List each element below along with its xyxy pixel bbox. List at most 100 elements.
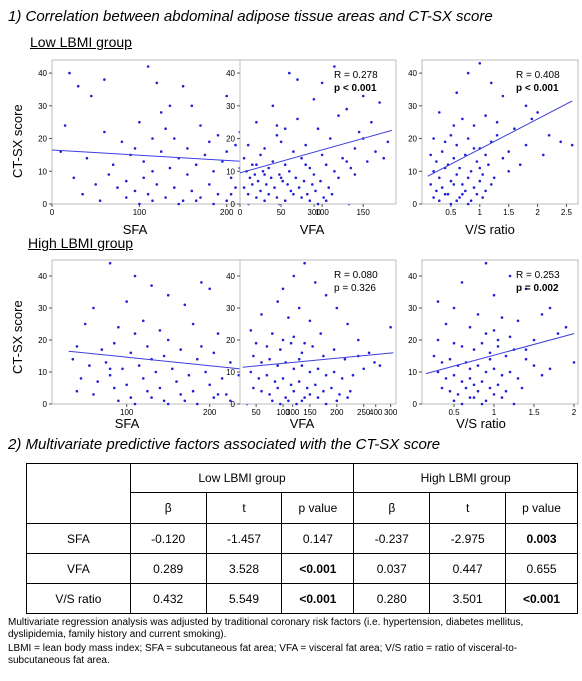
- data-point: [117, 399, 120, 403]
- data-point: [322, 354, 325, 358]
- data-point: [303, 341, 306, 345]
- data-point: [436, 338, 440, 342]
- data-point: [378, 364, 382, 367]
- data-point: [449, 202, 453, 206]
- data-point: [452, 341, 456, 345]
- data-point: [518, 163, 522, 166]
- table-cell: 0.147: [281, 523, 355, 554]
- data-point: [265, 183, 268, 186]
- data-point: [288, 71, 291, 75]
- data-point: [452, 124, 456, 127]
- data-point: [333, 65, 336, 68]
- data-point: [440, 186, 444, 189]
- section1-title: 1) Correlation between abdominal adipose…: [8, 8, 493, 25]
- x-tick-label: 300: [286, 408, 300, 417]
- data-point: [292, 192, 295, 196]
- data-point: [490, 183, 493, 186]
- data-point: [275, 196, 279, 199]
- data-point: [524, 287, 528, 291]
- data-point: [472, 186, 476, 189]
- data-point: [88, 364, 91, 367]
- y-tick-label: 20: [408, 135, 417, 144]
- data-point: [146, 345, 149, 348]
- data-point: [346, 396, 349, 399]
- x-tick-label: 1.5: [528, 408, 540, 417]
- data-point: [171, 367, 174, 371]
- x-tick-label: 100: [315, 208, 329, 217]
- table-cell: 3.501: [429, 583, 507, 614]
- x-label-low-vfa: VFA: [299, 222, 325, 237]
- data-point: [461, 183, 464, 186]
- data-point: [449, 179, 453, 183]
- data-point: [283, 199, 287, 202]
- data-point: [444, 322, 448, 326]
- data-point: [279, 348, 282, 351]
- data-point: [456, 393, 460, 396]
- data-point: [389, 325, 392, 329]
- data-point: [504, 354, 508, 358]
- data-point: [276, 386, 279, 390]
- data-point: [305, 386, 309, 390]
- data-point: [524, 143, 528, 147]
- data-point: [190, 189, 194, 193]
- data-point: [98, 199, 102, 202]
- data-point: [297, 306, 301, 310]
- table-subheader: t: [205, 492, 283, 524]
- data-point: [303, 396, 306, 399]
- data-point: [524, 348, 528, 351]
- data-point: [296, 117, 299, 121]
- data-point: [316, 202, 320, 206]
- data-point: [216, 332, 220, 335]
- data-point: [257, 377, 261, 380]
- x-tick-label: 150: [356, 208, 370, 217]
- data-point: [146, 65, 150, 68]
- data-point: [524, 104, 528, 108]
- data-point: [432, 137, 435, 140]
- y-tick-label: 40: [408, 272, 417, 281]
- data-point: [79, 377, 83, 380]
- data-point: [367, 351, 371, 355]
- data-point: [438, 176, 441, 180]
- data-point: [386, 140, 390, 144]
- data-point: [173, 186, 176, 189]
- data-point: [322, 389, 325, 393]
- data-point: [142, 160, 145, 163]
- data-point: [203, 153, 207, 157]
- data-point: [488, 386, 492, 390]
- data-point: [346, 322, 349, 326]
- data-point: [133, 189, 137, 193]
- data-point: [357, 338, 360, 342]
- y-axis-label-high: CT-SX score: [10, 300, 25, 374]
- data-point: [501, 156, 505, 160]
- data-point: [275, 134, 279, 137]
- x-tick-label: 100: [276, 408, 290, 417]
- x-tick-label: 0.5: [445, 208, 457, 217]
- data-point: [460, 281, 464, 284]
- data-point: [481, 173, 484, 176]
- data-point: [353, 147, 357, 150]
- data-point: [468, 367, 472, 371]
- data-point: [345, 107, 348, 111]
- x-tick-label: 2: [572, 408, 577, 417]
- data-point: [179, 348, 182, 351]
- data-point: [268, 357, 271, 361]
- data-point: [330, 192, 334, 196]
- scatter-plot-high-vs: 0 10 20 30 40 0.5 1 1.5 2 R = 0.253 p = 0.002: [408, 259, 579, 417]
- data-point: [492, 393, 496, 396]
- data-point: [249, 329, 253, 332]
- y-tick-label: 10: [38, 368, 47, 377]
- data-point: [252, 354, 255, 358]
- data-point: [464, 386, 468, 390]
- data-point: [260, 389, 263, 393]
- data-point: [312, 173, 316, 176]
- data-point: [556, 332, 560, 335]
- data-point: [287, 316, 290, 319]
- data-point: [337, 176, 340, 180]
- data-point: [532, 364, 536, 367]
- data-point: [320, 153, 324, 157]
- table-header-high: High LBMI group: [353, 463, 578, 493]
- table-subheader: t: [429, 492, 507, 524]
- data-point: [311, 345, 314, 348]
- data-point: [472, 383, 476, 387]
- data-point: [199, 124, 202, 127]
